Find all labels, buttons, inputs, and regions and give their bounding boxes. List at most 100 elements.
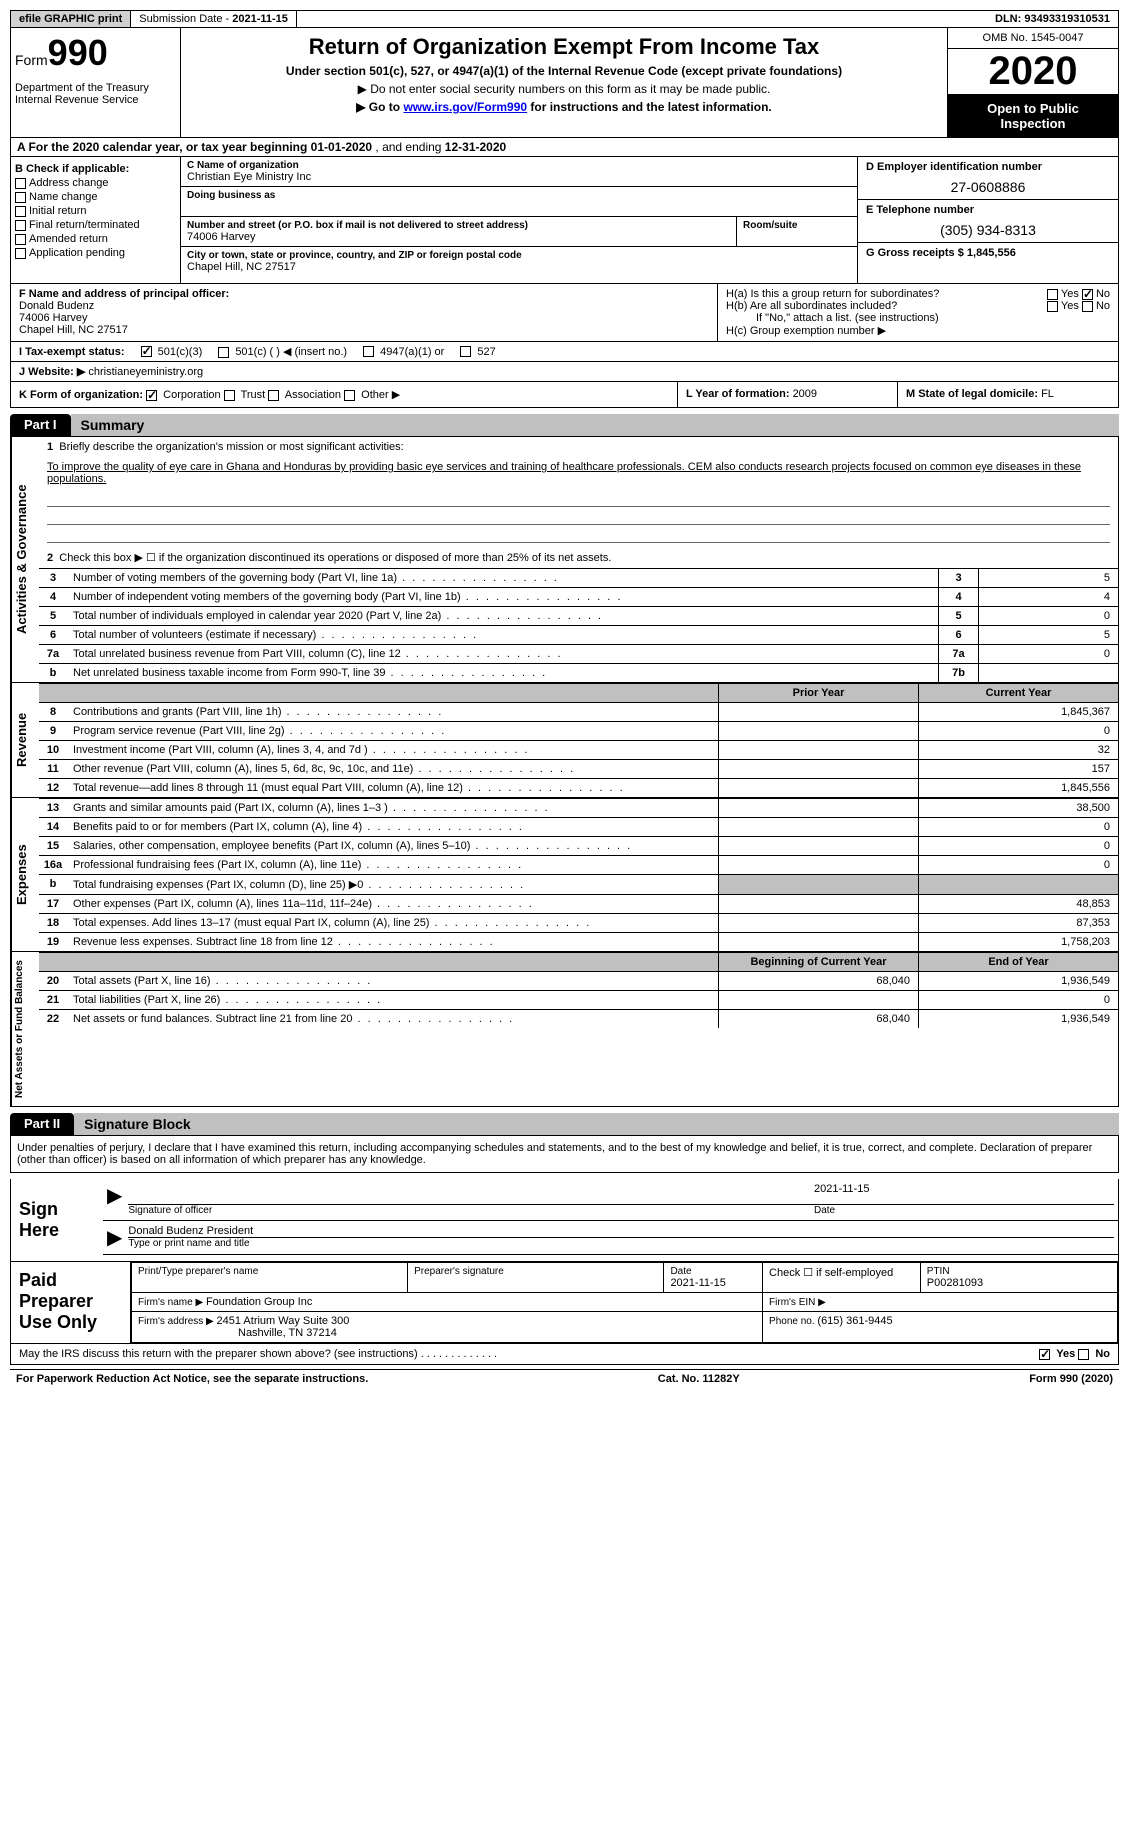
prep-sig-label: Preparer's signature <box>414 1266 657 1277</box>
ein-label: D Employer identification number <box>866 161 1110 173</box>
cb-corp[interactable] <box>146 390 157 401</box>
open-inspection: Open to Public Inspection <box>948 95 1118 137</box>
line-current: 1,936,549 <box>918 972 1118 990</box>
ha-yes[interactable] <box>1047 289 1058 300</box>
line-current: 0 <box>918 856 1118 874</box>
sig-officer-label: Signature of officer <box>128 1205 814 1216</box>
irs-no[interactable] <box>1078 1349 1089 1360</box>
checkbox-address-change[interactable] <box>15 178 26 189</box>
line-value: 5 <box>978 569 1118 587</box>
line-prior <box>718 722 918 740</box>
firm-phone: (615) 361-9445 <box>817 1315 892 1327</box>
hb-yes[interactable] <box>1047 301 1058 312</box>
line-current: 1,845,367 <box>918 703 1118 721</box>
website-value: christianeyeministry.org <box>88 366 203 378</box>
line-text: Total liabilities (Part X, line 26) <box>67 991 718 1009</box>
hdr-begin: Beginning of Current Year <box>718 953 918 971</box>
h-note: If "No," attach a list. (see instruction… <box>726 312 1110 324</box>
line-prior <box>718 914 918 932</box>
tel-value: (305) 934-8313 <box>866 222 1110 238</box>
hdr-end: End of Year <box>918 953 1118 971</box>
line-box: 4 <box>938 588 978 606</box>
officer-typed-name: Donald Budenz President <box>128 1225 1114 1238</box>
officer-label: F Name and address of principal officer: <box>19 288 709 300</box>
cb-527[interactable] <box>460 346 471 357</box>
cb-501c[interactable] <box>218 347 229 358</box>
part1-tab: Part I <box>10 414 71 437</box>
line-box: 6 <box>938 626 978 644</box>
cb-501c3[interactable] <box>141 346 152 357</box>
q2-label: Check this box ▶ ☐ if the organization d… <box>59 552 611 564</box>
line-prior <box>718 799 918 817</box>
line-box: 7b <box>938 664 978 682</box>
cb-assoc[interactable] <box>268 390 279 401</box>
line-num: 3 <box>39 569 67 587</box>
prep-date-label: Date <box>670 1266 756 1277</box>
subtitle-2: ▶ Do not enter social security numbers o… <box>187 82 941 96</box>
hb-no[interactable] <box>1082 301 1093 312</box>
checkbox-name-change[interactable] <box>15 192 26 203</box>
checkbox-pending[interactable] <box>15 248 26 259</box>
line-text: Benefits paid to or for members (Part IX… <box>67 818 718 836</box>
line-text: Net unrelated business taxable income fr… <box>67 664 938 682</box>
omb-number: OMB No. 1545-0047 <box>948 28 1118 49</box>
submission-date: Submission Date - 2021-11-15 <box>131 11 297 27</box>
dln: DLN: 93493319310531 <box>987 11 1118 27</box>
part2-title: Signature Block <box>74 1113 1119 1136</box>
line-text: Contributions and grants (Part VIII, lin… <box>67 703 718 721</box>
firm-name: Foundation Group Inc <box>206 1296 312 1308</box>
arrow-icon: ▶ <box>107 1225 122 1250</box>
line-current: 48,853 <box>918 895 1118 913</box>
line-num: 6 <box>39 626 67 644</box>
irs-yes[interactable] <box>1039 1349 1050 1360</box>
line-value: 5 <box>978 626 1118 644</box>
officer-name: Donald Budenz <box>19 300 709 312</box>
line-prior <box>718 875 918 894</box>
line-num: 15 <box>39 837 67 855</box>
cb-4947[interactable] <box>363 346 374 357</box>
ruled-line <box>47 529 1110 543</box>
irs-link[interactable]: www.irs.gov/Form990 <box>403 100 527 114</box>
line-text: Number of independent voting members of … <box>67 588 938 606</box>
firm-addr2: Nashville, TN 37214 <box>138 1327 337 1339</box>
tel-label: E Telephone number <box>866 204 1110 216</box>
subtitle-3: ▶ Go to www.irs.gov/Form990 for instruct… <box>187 100 941 114</box>
checkbox-final-return[interactable] <box>15 220 26 231</box>
line-current: 0 <box>918 818 1118 836</box>
prep-name-label: Print/Type preparer's name <box>138 1266 401 1277</box>
line-num: b <box>39 875 67 894</box>
checkbox-initial-return[interactable] <box>15 206 26 217</box>
line-num: 21 <box>39 991 67 1009</box>
line-num: 18 <box>39 914 67 932</box>
line-prior <box>718 933 918 951</box>
line-text: Grants and similar amounts paid (Part IX… <box>67 799 718 817</box>
gross-receipts: G Gross receipts $ 1,845,556 <box>866 247 1016 259</box>
line-num: 11 <box>39 760 67 778</box>
line-num: 16a <box>39 856 67 874</box>
year-formation: L Year of formation: 2009 <box>678 382 898 407</box>
top-bar: efile GRAPHIC print Submission Date - 20… <box>10 10 1119 28</box>
ha-no[interactable] <box>1082 289 1093 300</box>
firm-ein-label: Firm's EIN ▶ <box>769 1297 826 1308</box>
line-prior <box>718 895 918 913</box>
line-a: A For the 2020 calendar year, or tax yea… <box>10 138 1119 157</box>
cb-other[interactable] <box>344 390 355 401</box>
checkbox-amended[interactable] <box>15 234 26 245</box>
ruled-line <box>47 511 1110 525</box>
line-num: 8 <box>39 703 67 721</box>
line-prior <box>718 818 918 836</box>
line-prior <box>718 856 918 874</box>
line-current: 87,353 <box>918 914 1118 932</box>
tax-exempt-label: I Tax-exempt status: <box>19 346 125 358</box>
efile-print-button[interactable]: efile GRAPHIC print <box>11 11 131 27</box>
line-value: 4 <box>978 588 1118 606</box>
cb-trust[interactable] <box>224 390 235 401</box>
ptin-label: PTIN <box>927 1266 1111 1277</box>
firm-addr1: 2451 Atrium Way Suite 300 <box>217 1315 350 1327</box>
org-name-label: C Name of organization <box>187 160 851 171</box>
footer-left: For Paperwork Reduction Act Notice, see … <box>16 1373 368 1385</box>
line-current: 1,936,549 <box>918 1010 1118 1028</box>
line-prior <box>718 991 918 1009</box>
form-header: Form990 Department of the Treasury Inter… <box>10 28 1119 138</box>
line-current: 32 <box>918 741 1118 759</box>
